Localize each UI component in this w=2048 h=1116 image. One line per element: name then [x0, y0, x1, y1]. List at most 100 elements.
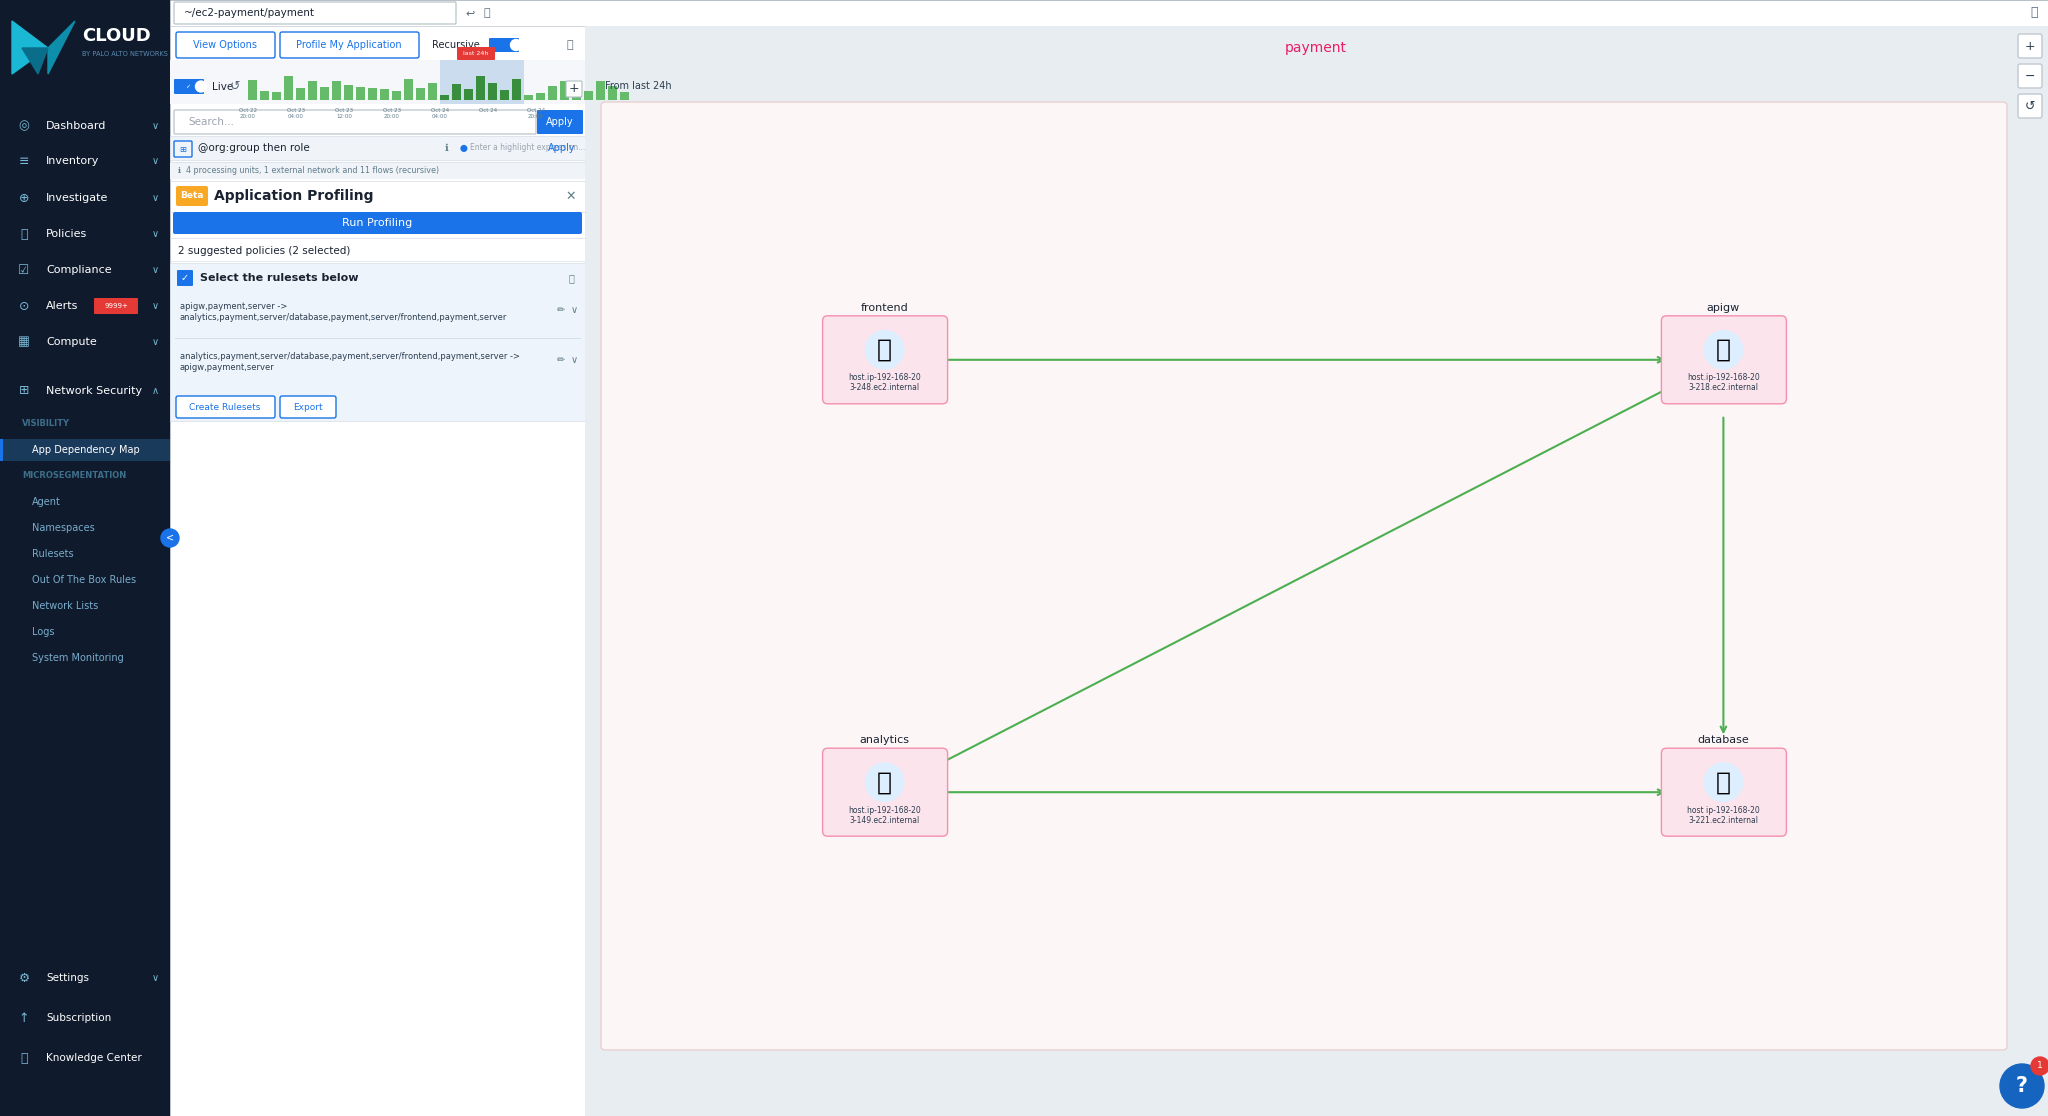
FancyBboxPatch shape: [823, 748, 948, 836]
FancyBboxPatch shape: [0, 0, 170, 1116]
Text: Enter a highlight expression...: Enter a highlight expression...: [469, 144, 586, 153]
Circle shape: [1704, 762, 1743, 802]
Text: ∨: ∨: [571, 305, 578, 315]
Text: ℹ  4 processing units, 1 external network and 11 flows (recursive): ℹ 4 processing units, 1 external network…: [178, 166, 438, 175]
Text: View Options: View Options: [193, 40, 256, 50]
FancyBboxPatch shape: [281, 32, 420, 58]
FancyBboxPatch shape: [571, 89, 582, 100]
FancyBboxPatch shape: [281, 396, 336, 418]
FancyBboxPatch shape: [1661, 748, 1786, 836]
Text: ✕: ✕: [565, 190, 575, 202]
Text: ▦: ▦: [18, 336, 31, 348]
Polygon shape: [23, 48, 47, 74]
Text: VISIBILITY: VISIBILITY: [23, 420, 70, 429]
Circle shape: [2001, 1064, 2044, 1108]
Text: Create Rulesets: Create Rulesets: [188, 403, 260, 412]
FancyBboxPatch shape: [174, 2, 457, 25]
Circle shape: [195, 81, 207, 92]
FancyBboxPatch shape: [170, 0, 2048, 26]
Text: ◎: ◎: [18, 119, 29, 133]
Text: 🔔: 🔔: [2030, 7, 2038, 19]
Text: Subscription: Subscription: [45, 1013, 111, 1023]
Text: −: −: [2025, 69, 2036, 83]
Text: +: +: [2025, 39, 2036, 52]
Text: Network Security: Network Security: [45, 386, 141, 396]
Text: host.ip-192-168-20: host.ip-192-168-20: [848, 373, 922, 383]
FancyBboxPatch shape: [176, 32, 274, 58]
Text: ↑: ↑: [18, 1011, 29, 1024]
Text: ⬤: ⬤: [461, 144, 467, 152]
Text: ∨: ∨: [152, 301, 160, 311]
FancyBboxPatch shape: [272, 92, 281, 100]
Text: CLOUD: CLOUD: [82, 27, 152, 45]
Text: last 24h: last 24h: [463, 51, 489, 56]
Text: 3-248.ec2.internal: 3-248.ec2.internal: [850, 383, 920, 393]
FancyBboxPatch shape: [440, 95, 449, 100]
FancyBboxPatch shape: [248, 80, 256, 100]
Text: 9999+: 9999+: [104, 304, 127, 309]
FancyBboxPatch shape: [565, 81, 582, 97]
Text: ~/ec2-payment/payment: ~/ec2-payment/payment: [184, 8, 315, 18]
Polygon shape: [47, 21, 76, 74]
FancyBboxPatch shape: [1661, 316, 1786, 404]
Text: ∧: ∧: [152, 386, 160, 396]
FancyBboxPatch shape: [307, 81, 317, 100]
Text: ✏: ✏: [557, 355, 565, 365]
Text: Oct 23
04:00: Oct 23 04:00: [287, 108, 305, 118]
Text: Application Profiling: Application Profiling: [213, 189, 373, 203]
Text: Out Of The Box Rules: Out Of The Box Rules: [33, 575, 135, 585]
FancyBboxPatch shape: [487, 83, 498, 100]
Text: ⊙: ⊙: [18, 299, 29, 312]
Text: ❓: ❓: [20, 1051, 29, 1065]
Text: Logs: Logs: [33, 627, 55, 637]
FancyBboxPatch shape: [170, 136, 586, 160]
Text: Apply: Apply: [549, 143, 575, 153]
FancyBboxPatch shape: [537, 93, 545, 100]
FancyBboxPatch shape: [0, 439, 2, 461]
Text: Export: Export: [293, 403, 324, 412]
Text: System Monitoring: System Monitoring: [33, 653, 123, 663]
Text: ↩: ↩: [465, 8, 475, 18]
FancyBboxPatch shape: [391, 92, 401, 100]
FancyBboxPatch shape: [174, 110, 537, 134]
FancyBboxPatch shape: [356, 87, 365, 100]
FancyBboxPatch shape: [608, 86, 616, 100]
FancyBboxPatch shape: [596, 81, 604, 100]
FancyBboxPatch shape: [500, 90, 510, 100]
Text: ✓: ✓: [186, 84, 190, 89]
FancyBboxPatch shape: [381, 89, 389, 100]
FancyBboxPatch shape: [369, 88, 377, 100]
Text: Oct 23
12:00: Oct 23 12:00: [336, 108, 352, 118]
Text: +: +: [569, 83, 580, 96]
FancyBboxPatch shape: [549, 86, 557, 100]
Text: ∨: ∨: [571, 355, 578, 365]
Text: ⎘: ⎘: [483, 8, 489, 18]
Text: ⛨: ⛨: [20, 228, 29, 241]
Text: 2 suggested policies (2 selected): 2 suggested policies (2 selected): [178, 246, 350, 256]
Text: ∨: ∨: [152, 264, 160, 275]
Polygon shape: [12, 21, 47, 74]
Text: From last 24h: From last 24h: [604, 81, 672, 92]
Text: 🐧: 🐧: [1716, 338, 1731, 362]
Text: ☑: ☑: [18, 263, 29, 277]
FancyBboxPatch shape: [465, 89, 473, 100]
FancyBboxPatch shape: [297, 88, 305, 100]
FancyBboxPatch shape: [524, 95, 532, 100]
Text: @org:group then role: @org:group then role: [199, 143, 309, 153]
Text: analytics,payment,server/database,payment,server/frontend,payment,server: analytics,payment,server/database,paymen…: [180, 312, 508, 323]
FancyBboxPatch shape: [621, 92, 629, 100]
Text: MICROSEGMENTATION: MICROSEGMENTATION: [23, 471, 127, 481]
Text: 3-149.ec2.internal: 3-149.ec2.internal: [850, 816, 920, 825]
Text: host.ip-192-168-20: host.ip-192-168-20: [848, 806, 922, 815]
FancyBboxPatch shape: [453, 84, 461, 100]
Text: BY PALO ALTO NETWORKS: BY PALO ALTO NETWORKS: [82, 51, 168, 57]
Text: Network Lists: Network Lists: [33, 602, 98, 610]
Text: ∨: ∨: [152, 193, 160, 203]
FancyBboxPatch shape: [416, 88, 426, 100]
Text: Compute: Compute: [45, 337, 96, 347]
Text: Inventory: Inventory: [45, 156, 100, 166]
Text: ≡: ≡: [18, 154, 29, 167]
Text: ℹ: ℹ: [444, 143, 449, 153]
Text: Settings: Settings: [45, 973, 88, 983]
Text: apigw: apigw: [1706, 302, 1741, 312]
